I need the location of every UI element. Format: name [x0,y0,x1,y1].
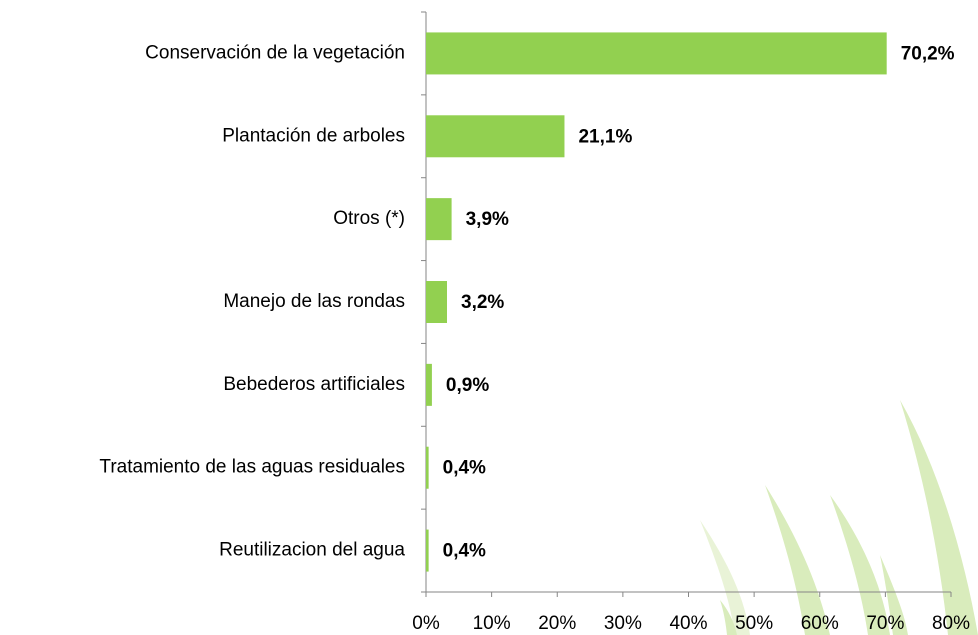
x-tick-label: 0% [412,613,440,634]
value-label: 3,2% [461,292,504,313]
value-label: 0,4% [443,541,486,562]
value-label: 21,1% [578,126,632,147]
bar [426,530,429,572]
bar [426,32,887,74]
bar [426,447,429,489]
x-tick-label: 60% [801,613,839,634]
category-label: Bebederos artificiales [223,374,405,395]
value-label: 70,2% [901,43,955,64]
x-tick-label: 40% [669,613,707,634]
category-label: Plantación de arboles [222,125,405,146]
bar [426,281,447,323]
bar [426,364,432,406]
x-tick-label: 70% [866,613,904,634]
category-label: Tratamiento de las aguas residuales [99,457,405,478]
x-tick-label: 20% [538,613,576,634]
x-tick-label: 30% [604,613,642,634]
bar [426,115,564,157]
value-label: 3,9% [466,209,509,230]
category-label: Manejo de las rondas [223,291,405,312]
x-tick-label: 10% [473,613,511,634]
x-tick-label: 80% [932,613,970,634]
value-label: 0,9% [446,375,489,396]
category-label: Conservación de la vegetación [145,42,405,63]
category-label: Reutilizacion del agua [219,540,405,561]
chart: 0% 10% 20% 30% 40% 50% 60% 70% 80% Conservación d… [0,0,978,635]
bar [426,198,452,240]
x-tick-label: 50% [735,613,773,634]
value-label: 0,4% [443,458,486,479]
category-label: Otros (*) [333,208,405,229]
grass-decoration [700,400,978,635]
